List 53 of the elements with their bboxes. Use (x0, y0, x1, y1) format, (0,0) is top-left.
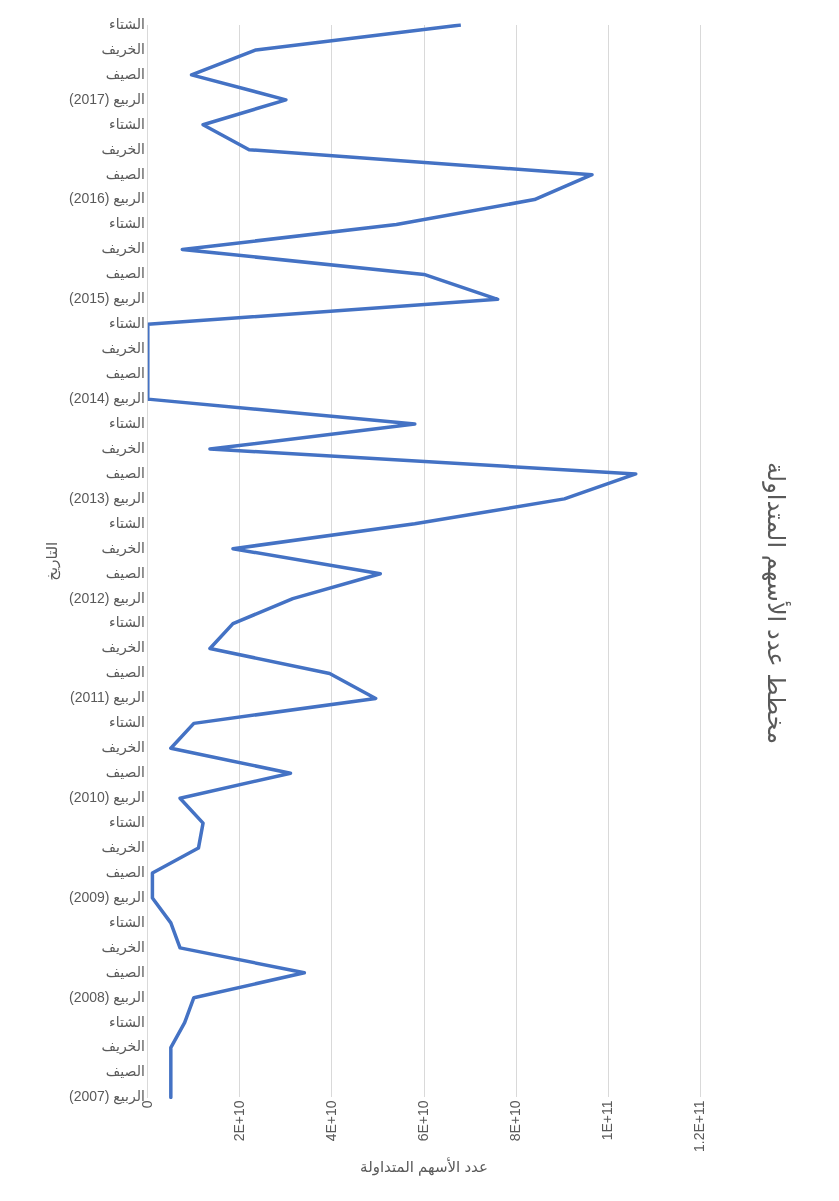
y-tick-label: الصيف (105, 1063, 145, 1080)
y-tick-label: الربيع (2014) (68, 389, 145, 407)
y-tick-label: الخريف (101, 539, 145, 557)
y-tick-label: الخريف (101, 240, 145, 258)
y-tick-label: الربيع (2011) (70, 689, 145, 707)
x-axis-title: عدد الأسهم المتداولة (360, 1157, 488, 1177)
y-tick-label: الخريف (101, 340, 145, 358)
y-tick-label: الصيف (105, 165, 145, 182)
y-tick-label: الربيع (2010) (68, 789, 145, 807)
y-axis-title: التاريخ (43, 541, 62, 581)
y-tick-label: الصيف (105, 265, 145, 282)
y-tick-label: الربيع (2016) (68, 190, 145, 208)
y-tick-label: الصيف (105, 365, 145, 382)
y-tick-label: الخريف (101, 439, 145, 457)
y-tick-label: الربيع (2012) (68, 589, 145, 607)
y-tick-label: الشتاء (109, 215, 145, 232)
y-tick-label: الشتاء (109, 315, 145, 332)
y-tick-label: الربيع (2009) (68, 888, 145, 906)
y-tick-label: الربيع (2008) (68, 988, 145, 1006)
y-tick-label: الصيف (105, 464, 145, 481)
y-tick-label: الربيع (2017) (68, 90, 145, 108)
y-tick-label: الشتاء (109, 614, 145, 631)
y-tick-label: الشتاء (109, 714, 145, 731)
y-tick-label: الصيف (105, 963, 145, 980)
x-tick-label: 2E+10 (230, 1100, 247, 1142)
x-tick-label: 1.2E+11 (691, 1100, 708, 1153)
x-tick-label: 6E+10 (414, 1100, 431, 1142)
x-tick-label: 4E+10 (322, 1100, 339, 1142)
y-tick-label: الشتاء (109, 813, 145, 830)
text: مخطط عدد الأسهم المتداولة (761, 461, 791, 745)
y-tick-label: الخريف (101, 1038, 145, 1056)
y-tick-label: الشتاء (109, 514, 145, 531)
y-tick-label: الصيف (105, 664, 145, 681)
y-tick-label: الشتاء (109, 414, 145, 431)
y-tick-label: الشتاء (109, 15, 145, 32)
y-tick-label: الخريف (101, 40, 145, 58)
y-tick-label: الشتاء (109, 913, 145, 930)
y-tick-label: الربيع (2015) (68, 290, 145, 308)
y-tick-label: الصيف (105, 764, 145, 781)
y-tick-label: الشتاء (109, 115, 145, 132)
x-tick-label: 0 (138, 1100, 155, 1109)
y-tick-label: الربيع (2013) (68, 489, 145, 507)
x-tick-label: 1E+11 (598, 1100, 615, 1141)
y-tick-label: الخريف (101, 938, 145, 956)
y-tick-label: الخريف (101, 639, 145, 657)
y-tick-label: الصيف (105, 564, 145, 581)
y-tick-label: الخريف (101, 140, 145, 158)
y-tick-label: الشتاء (109, 1013, 145, 1030)
x-tick-label: 8E+10 (506, 1100, 523, 1142)
y-tick-label: الصيف (105, 863, 145, 880)
y-tick-label: الخريف (101, 739, 145, 757)
y-tick-label: الصيف (105, 65, 145, 82)
y-tick-label: الخريف (101, 838, 145, 856)
